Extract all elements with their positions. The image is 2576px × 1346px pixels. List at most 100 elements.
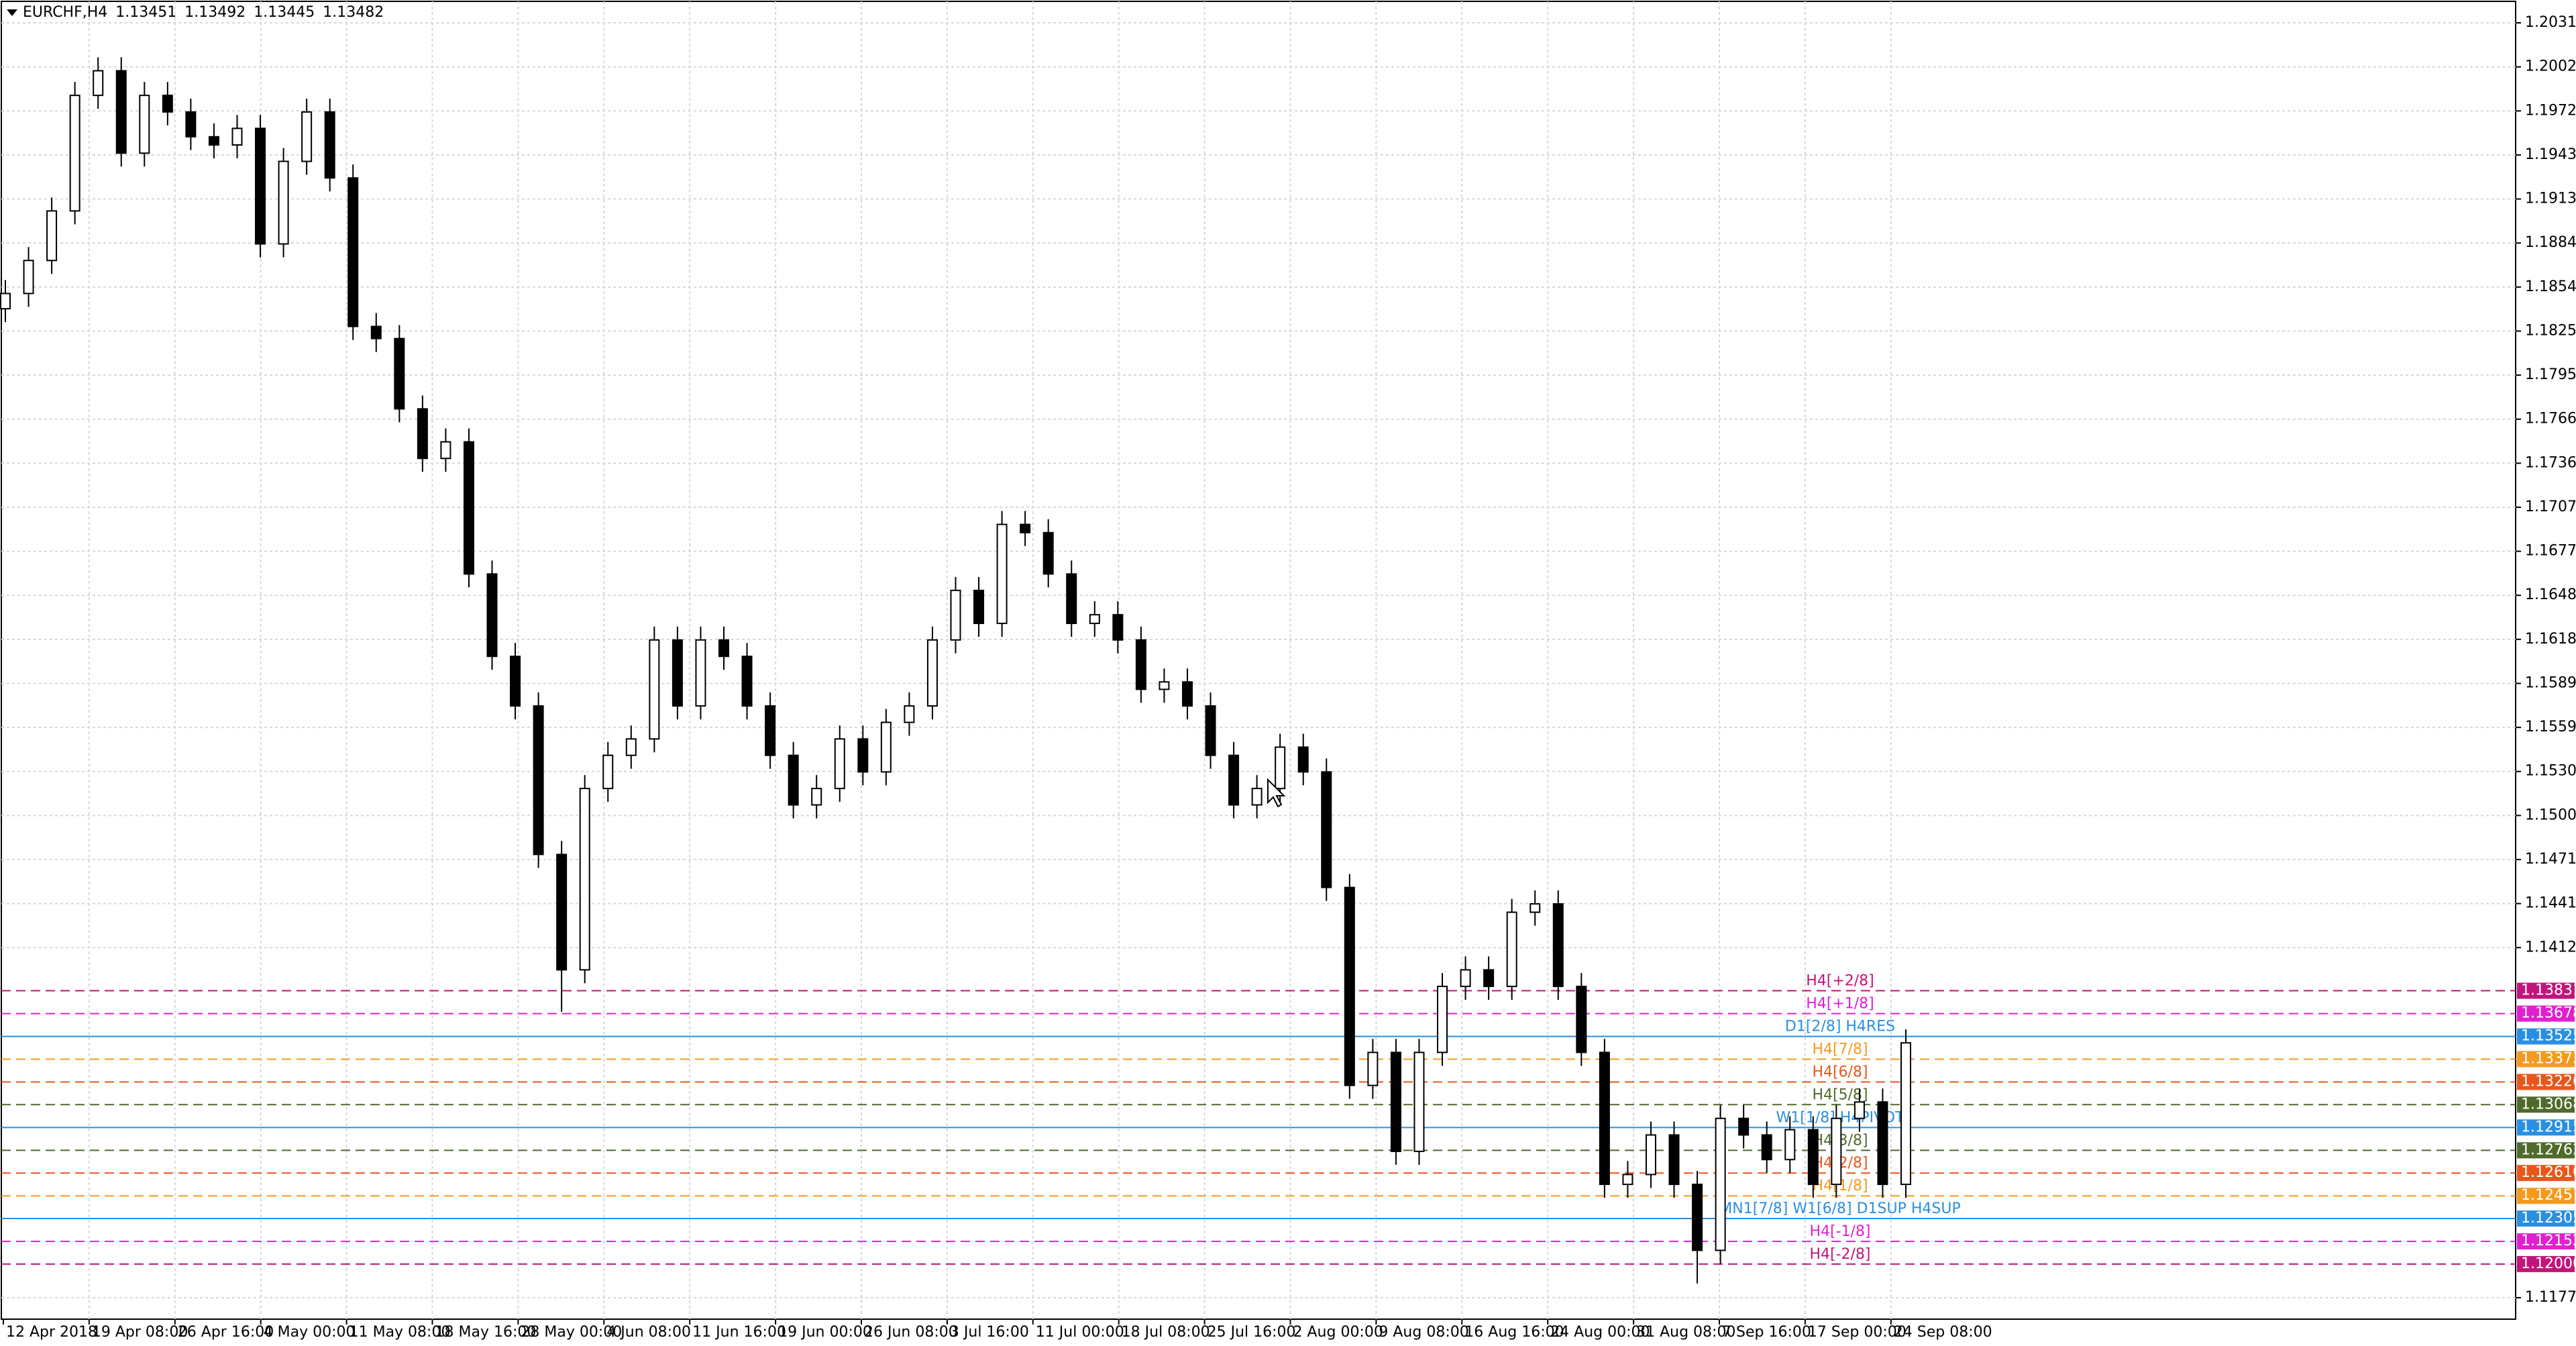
- y-tick-label: 1.18840: [2525, 234, 2576, 251]
- candle-body: [1275, 746, 1286, 790]
- candle-body: [649, 639, 660, 740]
- candle-body: [1344, 886, 1355, 1086]
- x-tick-label: 25 Jul 16:00: [1208, 1324, 1296, 1341]
- y-tick-label: 1.11775: [2525, 1289, 2576, 1306]
- candle-body: [463, 441, 474, 575]
- level-label: H4[-2/8]: [1809, 1246, 1870, 1263]
- y-tick-label: 1.18545: [2525, 278, 2576, 295]
- candle-body: [1715, 1117, 1726, 1251]
- candle-body: [1506, 911, 1517, 988]
- y-tick-label: 1.19725: [2525, 102, 2576, 119]
- candle-body: [718, 639, 730, 658]
- level-label: MN1[7/8] W1[6/8] D1SUP H4SUP: [1719, 1200, 1960, 1217]
- x-tick-label: 9 Aug 08:00: [1379, 1324, 1468, 1341]
- candle-body: [255, 127, 266, 245]
- candle-body: [1390, 1051, 1401, 1152]
- y-tick-label: 1.17070: [2525, 499, 2576, 515]
- level-price-box: [2517, 1028, 2575, 1045]
- candle-body: [510, 656, 521, 707]
- candle-body: [1529, 903, 1541, 913]
- y-tick-label: 1.14710: [2525, 851, 2576, 868]
- candle-body: [1135, 639, 1146, 690]
- candle-body: [185, 111, 197, 138]
- candle-body: [1251, 788, 1263, 806]
- plot-frame: [1, 1, 2516, 1320]
- y-tick-label: 1.14120: [2525, 939, 2576, 955]
- header-text: EURCHF,H4: [23, 4, 107, 21]
- candle-body: [115, 70, 127, 154]
- level-price-label: 1.13068: [2521, 1096, 2576, 1112]
- x-tick-label: 18 May 16:00: [435, 1324, 537, 1341]
- candle-body: [926, 639, 938, 707]
- candle-body: [1738, 1117, 1750, 1136]
- y-tick-label: 1.16185: [2525, 631, 2576, 648]
- candle-body: [996, 523, 1008, 625]
- candle-body: [765, 705, 776, 756]
- candle-body: [1692, 1184, 1703, 1251]
- candle-body: [973, 589, 985, 625]
- symbol-menu-icon[interactable]: [7, 9, 17, 16]
- x-tick-label: 28 May 00:00: [521, 1324, 622, 1341]
- candle-body: [1321, 771, 1332, 888]
- candle-body: [1413, 1051, 1425, 1152]
- level-price-label: 1.12457: [2521, 1187, 2576, 1204]
- level-price-box: [2517, 1255, 2575, 1272]
- candle-body: [1112, 614, 1124, 641]
- candle-body: [347, 177, 359, 327]
- y-tick-label: 1.20020: [2525, 58, 2576, 75]
- candle-body: [1877, 1101, 1888, 1186]
- level-price-label: 1.12000: [2521, 1255, 2576, 1272]
- level-price-box: [2517, 1142, 2575, 1159]
- level-label: H4[7/8]: [1812, 1041, 1868, 1057]
- x-tick-label: 26 Jun 08:00: [864, 1324, 958, 1341]
- candle-body: [1784, 1129, 1796, 1161]
- candle-body: [672, 639, 683, 707]
- candle-body: [811, 788, 822, 806]
- candle-body: [1854, 1101, 1865, 1119]
- level-price-label: 1.13373: [2521, 1050, 2576, 1067]
- candle-body: [208, 136, 219, 146]
- candle-body: [1181, 681, 1193, 707]
- candle-body: [46, 210, 58, 262]
- candle-body: [1228, 754, 1240, 806]
- candle-body: [1552, 903, 1564, 988]
- candle-body: [1159, 681, 1170, 690]
- candle-body: [417, 408, 428, 460]
- candle-body: [1367, 1051, 1379, 1086]
- candles: [0, 57, 1911, 1284]
- candle-body: [1576, 986, 1587, 1053]
- chart-header: EURCHF,H4 1.13451 1.13492 1.13445 1.13482: [23, 4, 384, 21]
- candle-body: [301, 111, 313, 162]
- header-text: 1.13482: [323, 4, 384, 21]
- candle-body: [788, 754, 799, 806]
- mouse-cursor: [1267, 778, 1286, 808]
- candle-body: [1297, 746, 1309, 773]
- x-tick-label: 19 Apr 08:00: [92, 1324, 188, 1341]
- level-price-box: [2517, 1119, 2575, 1136]
- candle-body: [1761, 1134, 1772, 1161]
- y-tick-label: 1.17365: [2525, 454, 2576, 471]
- y-tick-label: 1.15595: [2525, 719, 2576, 735]
- candle-body: [1042, 531, 1054, 575]
- x-tick-label: 12 Apr 2018: [6, 1324, 97, 1341]
- y-tick-label: 1.17955: [2525, 366, 2576, 383]
- level-price-box: [2517, 982, 2575, 999]
- candle-body: [1807, 1129, 1819, 1186]
- candle-body: [1089, 614, 1100, 625]
- candle-body: [1066, 573, 1077, 625]
- axes: 1.20315 1.20020 1.19725 1.19430 1.19135 1.188…: [3, 14, 2576, 1341]
- candle-body: [625, 738, 637, 756]
- candle-body: [0, 293, 11, 310]
- candle-body: [1437, 986, 1448, 1053]
- level-price-box: [2517, 1233, 2575, 1250]
- candle-body: [880, 721, 892, 773]
- level-label: D1[2/8] H4RES: [1785, 1019, 1895, 1035]
- x-tick-label: 16 Aug 16:00: [1464, 1324, 1564, 1341]
- level-label: H4[+1/8]: [1806, 996, 1874, 1013]
- level-price-label: 1.12305: [2521, 1210, 2576, 1227]
- candle-body: [486, 573, 498, 658]
- x-tick-label: 4 May 00:00: [264, 1324, 356, 1341]
- level-label: H4[5/8]: [1812, 1086, 1868, 1103]
- candle-body: [440, 441, 451, 460]
- candle-body: [556, 853, 568, 971]
